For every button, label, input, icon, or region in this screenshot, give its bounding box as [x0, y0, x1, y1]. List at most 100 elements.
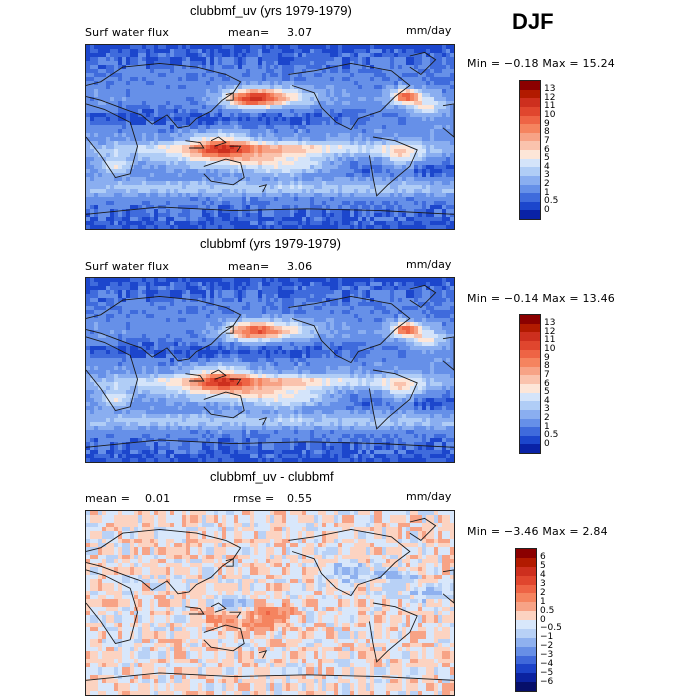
- map-cell: [394, 221, 399, 226]
- map-cell: [422, 181, 427, 186]
- map-cell: [418, 177, 423, 182]
- map-cell: [294, 53, 299, 58]
- map-cell: [290, 302, 295, 307]
- map-cell: [102, 177, 107, 182]
- map-cell: [130, 57, 135, 62]
- map-cell: [210, 133, 215, 138]
- map-cell: [426, 157, 431, 162]
- map-cell: [198, 209, 203, 214]
- map-cell: [198, 49, 203, 54]
- map-cell: [282, 278, 287, 283]
- map-cell: [242, 205, 247, 210]
- map-cell: [394, 217, 399, 222]
- map-cell: [186, 197, 191, 202]
- map-cell: [246, 169, 251, 174]
- colorbar-segment: [520, 193, 540, 202]
- map-cell: [166, 133, 171, 138]
- map-cell: [434, 109, 439, 114]
- map-cell: [342, 117, 347, 122]
- map-cell: [366, 73, 371, 78]
- map-cell: [446, 177, 451, 182]
- map-cell: [390, 149, 395, 154]
- map-cell: [438, 53, 443, 58]
- map-cell: [450, 181, 454, 186]
- map-cell: [290, 221, 295, 226]
- map-cell: [218, 282, 223, 287]
- map-cell: [198, 161, 203, 166]
- map-cell: [286, 77, 291, 82]
- map-cell: [286, 298, 291, 303]
- map-cell: [110, 286, 115, 291]
- map-cell: [398, 298, 403, 303]
- map-cell: [278, 69, 283, 74]
- map-cell: [106, 69, 111, 74]
- map-cell: [218, 145, 223, 150]
- map-cell: [186, 169, 191, 174]
- map-cell: [182, 57, 187, 62]
- map-cell: [286, 89, 291, 94]
- map-cell: [394, 197, 399, 202]
- map-cell: [442, 157, 447, 162]
- map-cell: [390, 137, 395, 142]
- map-cell: [134, 137, 139, 142]
- map-cell: [410, 205, 415, 210]
- map-cell: [186, 149, 191, 154]
- map-cell: [94, 161, 99, 166]
- map-cell: [450, 290, 454, 295]
- map-cell: [226, 189, 231, 194]
- map-cell: [434, 189, 439, 194]
- map-cell: [130, 278, 135, 283]
- map-cell: [318, 121, 323, 126]
- map-cell: [122, 49, 127, 54]
- map-cell: [102, 306, 107, 311]
- map-cell: [334, 121, 339, 126]
- map-cell: [126, 61, 131, 66]
- colorbar-segment: [520, 167, 540, 176]
- map-cell: [290, 73, 295, 78]
- map-cell: [178, 286, 183, 291]
- map-cell: [274, 197, 279, 202]
- coastline: [86, 206, 454, 215]
- map-cell: [258, 65, 263, 70]
- map-cell: [178, 290, 183, 295]
- map-cell: [358, 133, 363, 138]
- map-cell: [310, 45, 315, 50]
- map-cell: [430, 125, 435, 130]
- map-cell: [290, 181, 295, 186]
- map-cell: [358, 302, 363, 307]
- map-cell: [162, 157, 167, 162]
- map-cell: [206, 298, 211, 303]
- map-cell: [162, 181, 167, 186]
- map-cell: [374, 217, 379, 222]
- map-cell: [158, 81, 163, 86]
- map-cell: [126, 189, 131, 194]
- map-cell: [142, 145, 147, 150]
- map-cell: [122, 77, 127, 82]
- map-cell: [310, 189, 315, 194]
- map-cell: [398, 225, 403, 229]
- map-cell: [438, 169, 443, 174]
- map-cell: [126, 105, 131, 110]
- map-cell: [162, 93, 167, 98]
- map-cell: [426, 141, 431, 146]
- map-cell: [198, 109, 203, 114]
- map-cell: [250, 57, 255, 62]
- map-cell: [330, 189, 335, 194]
- map-cell: [374, 97, 379, 102]
- map-cell: [210, 61, 215, 66]
- map-cell: [130, 149, 135, 154]
- map-cell: [262, 105, 267, 110]
- map-cell: [346, 133, 351, 138]
- map-cell: [374, 145, 379, 150]
- map-cell: [90, 117, 95, 122]
- map-cell: [98, 225, 103, 229]
- map-cell: [350, 77, 355, 82]
- map-cell: [134, 197, 139, 202]
- map-cell: [446, 217, 451, 222]
- map-cell: [326, 205, 331, 210]
- map-cell: [346, 161, 351, 166]
- map-cell: [222, 197, 227, 202]
- map-cell: [154, 49, 159, 54]
- map-cell: [218, 61, 223, 66]
- map-cell: [162, 197, 167, 202]
